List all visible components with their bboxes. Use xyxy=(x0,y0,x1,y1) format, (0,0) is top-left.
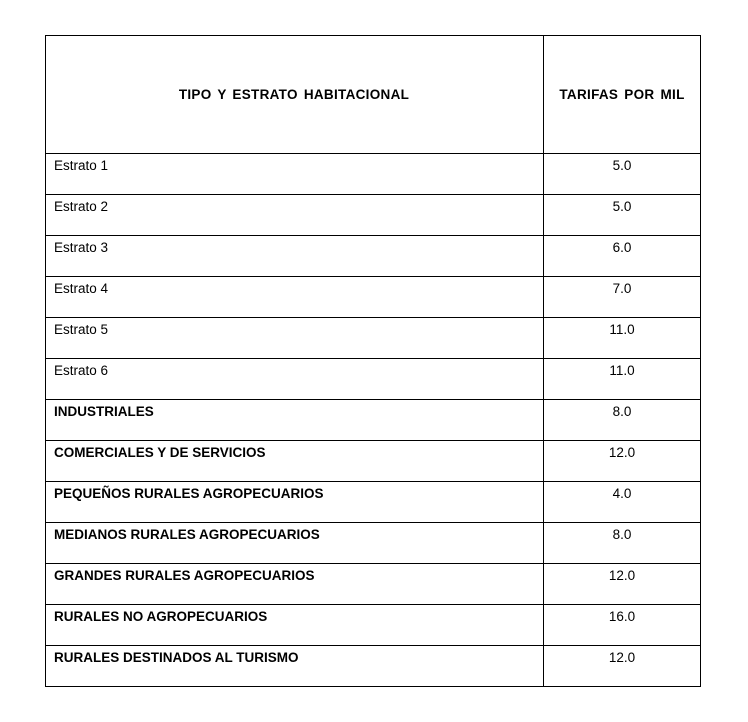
row-label: Estrato 3 xyxy=(46,236,544,277)
row-value: 5.0 xyxy=(544,154,701,195)
table-row: GRANDES RURALES AGROPECUARIOS12.0 xyxy=(46,564,701,605)
table-row: COMERCIALES Y DE SERVICIOS12.0 xyxy=(46,441,701,482)
row-label: COMERCIALES Y DE SERVICIOS xyxy=(46,441,544,482)
header-tipo-estrato: TIPO Y ESTRATO HABITACIONAL xyxy=(46,36,544,154)
row-value: 11.0 xyxy=(544,359,701,400)
table-row: RURALES NO AGROPECUARIOS16.0 xyxy=(46,605,701,646)
table-row: PEQUEÑOS RURALES AGROPECUARIOS4.0 xyxy=(46,482,701,523)
table-row: MEDIANOS RURALES AGROPECUARIOS8.0 xyxy=(46,523,701,564)
row-label: RURALES NO AGROPECUARIOS xyxy=(46,605,544,646)
table-row: RURALES DESTINADOS AL TURISMO12.0 xyxy=(46,646,701,687)
row-value: 11.0 xyxy=(544,318,701,359)
tarifas-table: TIPO Y ESTRATO HABITACIONAL TARIFAS POR … xyxy=(45,35,701,687)
table-header-row: TIPO Y ESTRATO HABITACIONAL TARIFAS POR … xyxy=(46,36,701,154)
table-row: Estrato 511.0 xyxy=(46,318,701,359)
row-value: 12.0 xyxy=(544,564,701,605)
row-value: 16.0 xyxy=(544,605,701,646)
row-label: MEDIANOS RURALES AGROPECUARIOS xyxy=(46,523,544,564)
row-value: 7.0 xyxy=(544,277,701,318)
table-row: Estrato 611.0 xyxy=(46,359,701,400)
row-label: GRANDES RURALES AGROPECUARIOS xyxy=(46,564,544,605)
row-label: PEQUEÑOS RURALES AGROPECUARIOS xyxy=(46,482,544,523)
row-label: Estrato 1 xyxy=(46,154,544,195)
table-row: Estrato 25.0 xyxy=(46,195,701,236)
header-tarifas: TARIFAS POR MIL xyxy=(544,36,701,154)
table-row: Estrato 47.0 xyxy=(46,277,701,318)
row-value: 8.0 xyxy=(544,400,701,441)
row-label: Estrato 6 xyxy=(46,359,544,400)
row-value: 5.0 xyxy=(544,195,701,236)
row-label: Estrato 5 xyxy=(46,318,544,359)
table-row: Estrato 36.0 xyxy=(46,236,701,277)
row-label: RURALES DESTINADOS AL TURISMO xyxy=(46,646,544,687)
row-label: Estrato 2 xyxy=(46,195,544,236)
table-row: INDUSTRIALES8.0 xyxy=(46,400,701,441)
row-label: INDUSTRIALES xyxy=(46,400,544,441)
row-value: 12.0 xyxy=(544,441,701,482)
table-row: Estrato 15.0 xyxy=(46,154,701,195)
row-value: 8.0 xyxy=(544,523,701,564)
row-value: 6.0 xyxy=(544,236,701,277)
row-label: Estrato 4 xyxy=(46,277,544,318)
table-body: Estrato 15.0Estrato 25.0Estrato 36.0Estr… xyxy=(46,154,701,687)
row-value: 12.0 xyxy=(544,646,701,687)
row-value: 4.0 xyxy=(544,482,701,523)
